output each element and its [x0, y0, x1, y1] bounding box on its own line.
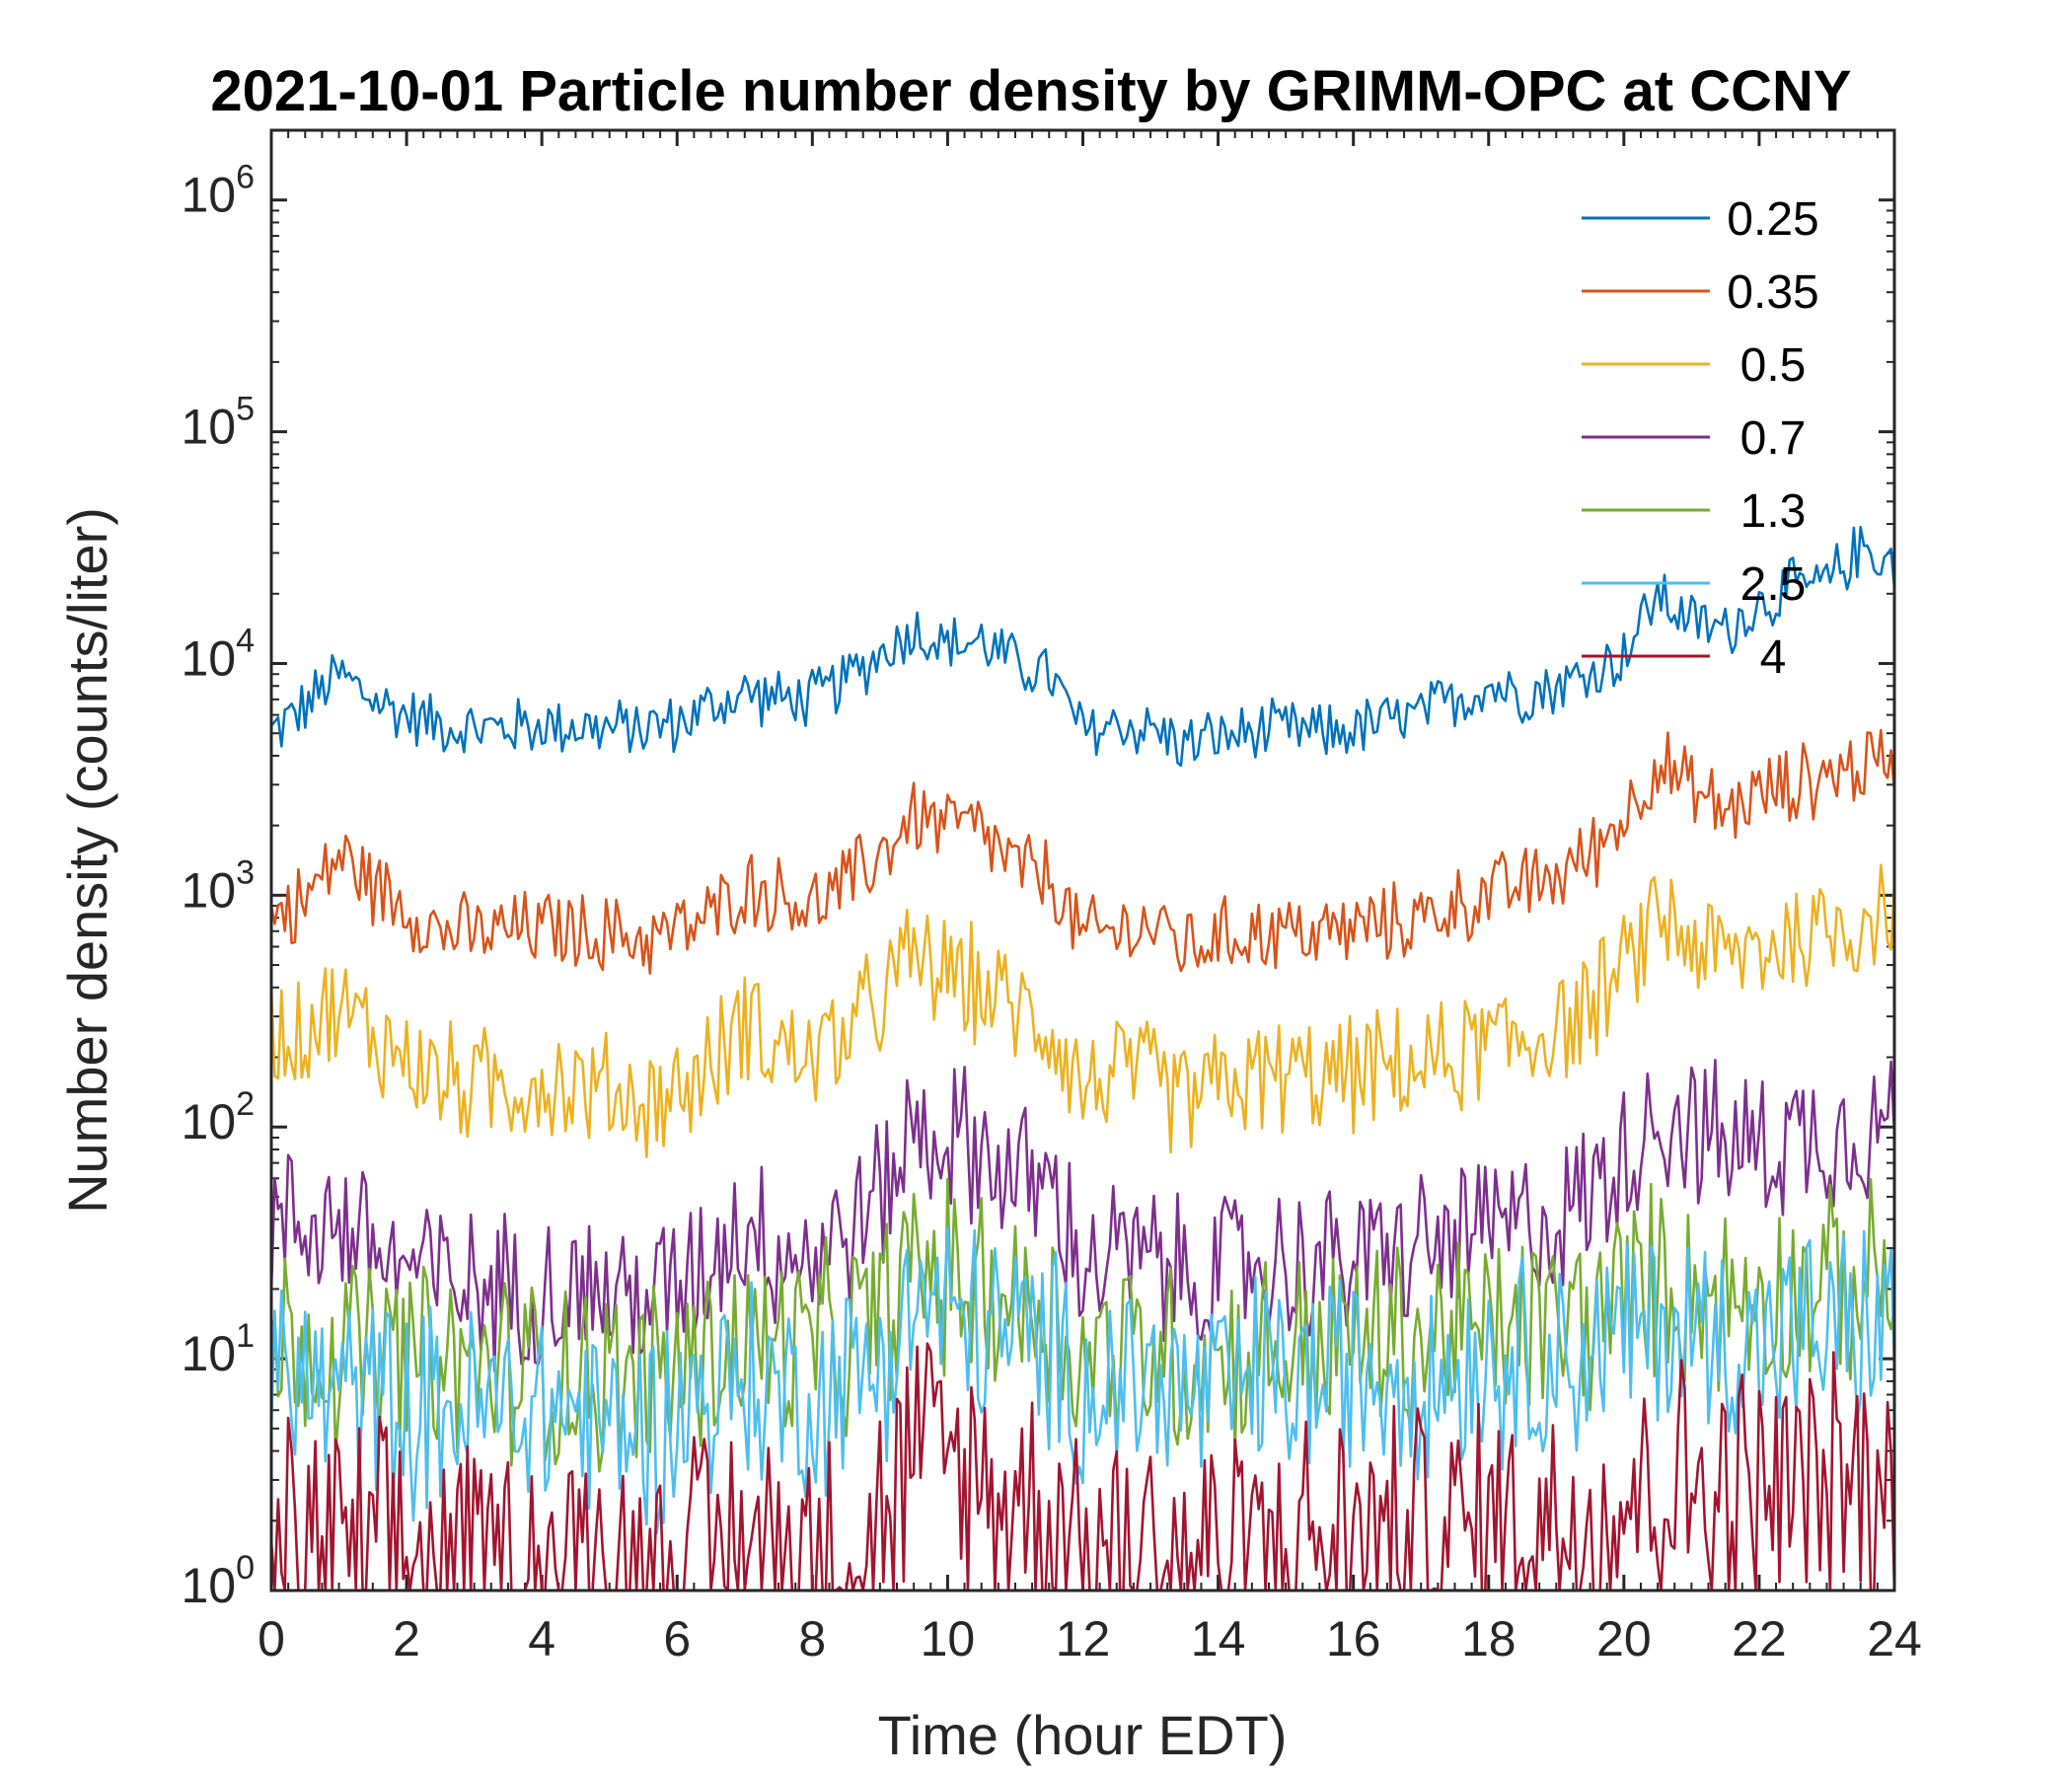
series-line-2.5: [269, 1226, 1896, 1535]
legend: 0.25 0.35 0.5 0.7 1.3 2.5 4: [1582, 193, 1819, 684]
y-tick-label: 100: [181, 1549, 255, 1613]
y-tick-label: 104: [181, 622, 255, 686]
x-tick-label: 18: [1461, 1611, 1517, 1666]
x-tick-label: 12: [1056, 1611, 1111, 1666]
y-tick-labels: 100 101 102 103 104 105 106: [181, 159, 255, 1613]
legend-label: 2.5: [1740, 558, 1807, 611]
legend-label: 4: [1760, 631, 1787, 684]
plot-area: [271, 130, 1894, 1591]
series-line-0.25: [270, 525, 1896, 768]
y-tick-label: 101: [181, 1317, 255, 1381]
x-tick-labels: 0 2 4 6 8 10 12 14 16 18 20 22 24: [258, 1611, 1922, 1666]
legend-label: 0.25: [1727, 193, 1818, 246]
x-tick-label: 16: [1326, 1611, 1381, 1666]
series-line-0.5: [269, 863, 1896, 1158]
x-tick-label: 6: [663, 1611, 691, 1666]
y-tick-label: 103: [181, 853, 255, 918]
legend-label: 1.3: [1740, 485, 1807, 538]
x-tick-label: 4: [528, 1611, 555, 1666]
legend-label: 0.35: [1727, 266, 1818, 319]
x-tick-label: 0: [258, 1611, 285, 1666]
legend-label: 0.5: [1740, 339, 1807, 392]
series-line-0.35: [269, 728, 1896, 975]
y-axis-label: Number density (counts/liter): [56, 507, 118, 1214]
x-axis-label: Time (hour EDT): [878, 1704, 1288, 1766]
axes-box: [269, 128, 1896, 1592]
y-tick-label: 102: [181, 1085, 255, 1149]
x-tick-label: 14: [1191, 1611, 1246, 1666]
legend-label: 0.7: [1740, 412, 1807, 465]
x-tick-label: 22: [1732, 1611, 1787, 1666]
x-tick-label: 2: [393, 1611, 420, 1666]
x-tick-label: 8: [798, 1611, 826, 1666]
y-tick-label: 105: [181, 391, 255, 455]
x-tick-label: 24: [1867, 1611, 1922, 1666]
y-tick-label: 106: [181, 159, 255, 223]
x-tick-label: 10: [921, 1611, 976, 1666]
x-tick-label: 20: [1596, 1611, 1652, 1666]
chart-title: 2021-10-01 Particle number density by GR…: [210, 59, 1851, 123]
